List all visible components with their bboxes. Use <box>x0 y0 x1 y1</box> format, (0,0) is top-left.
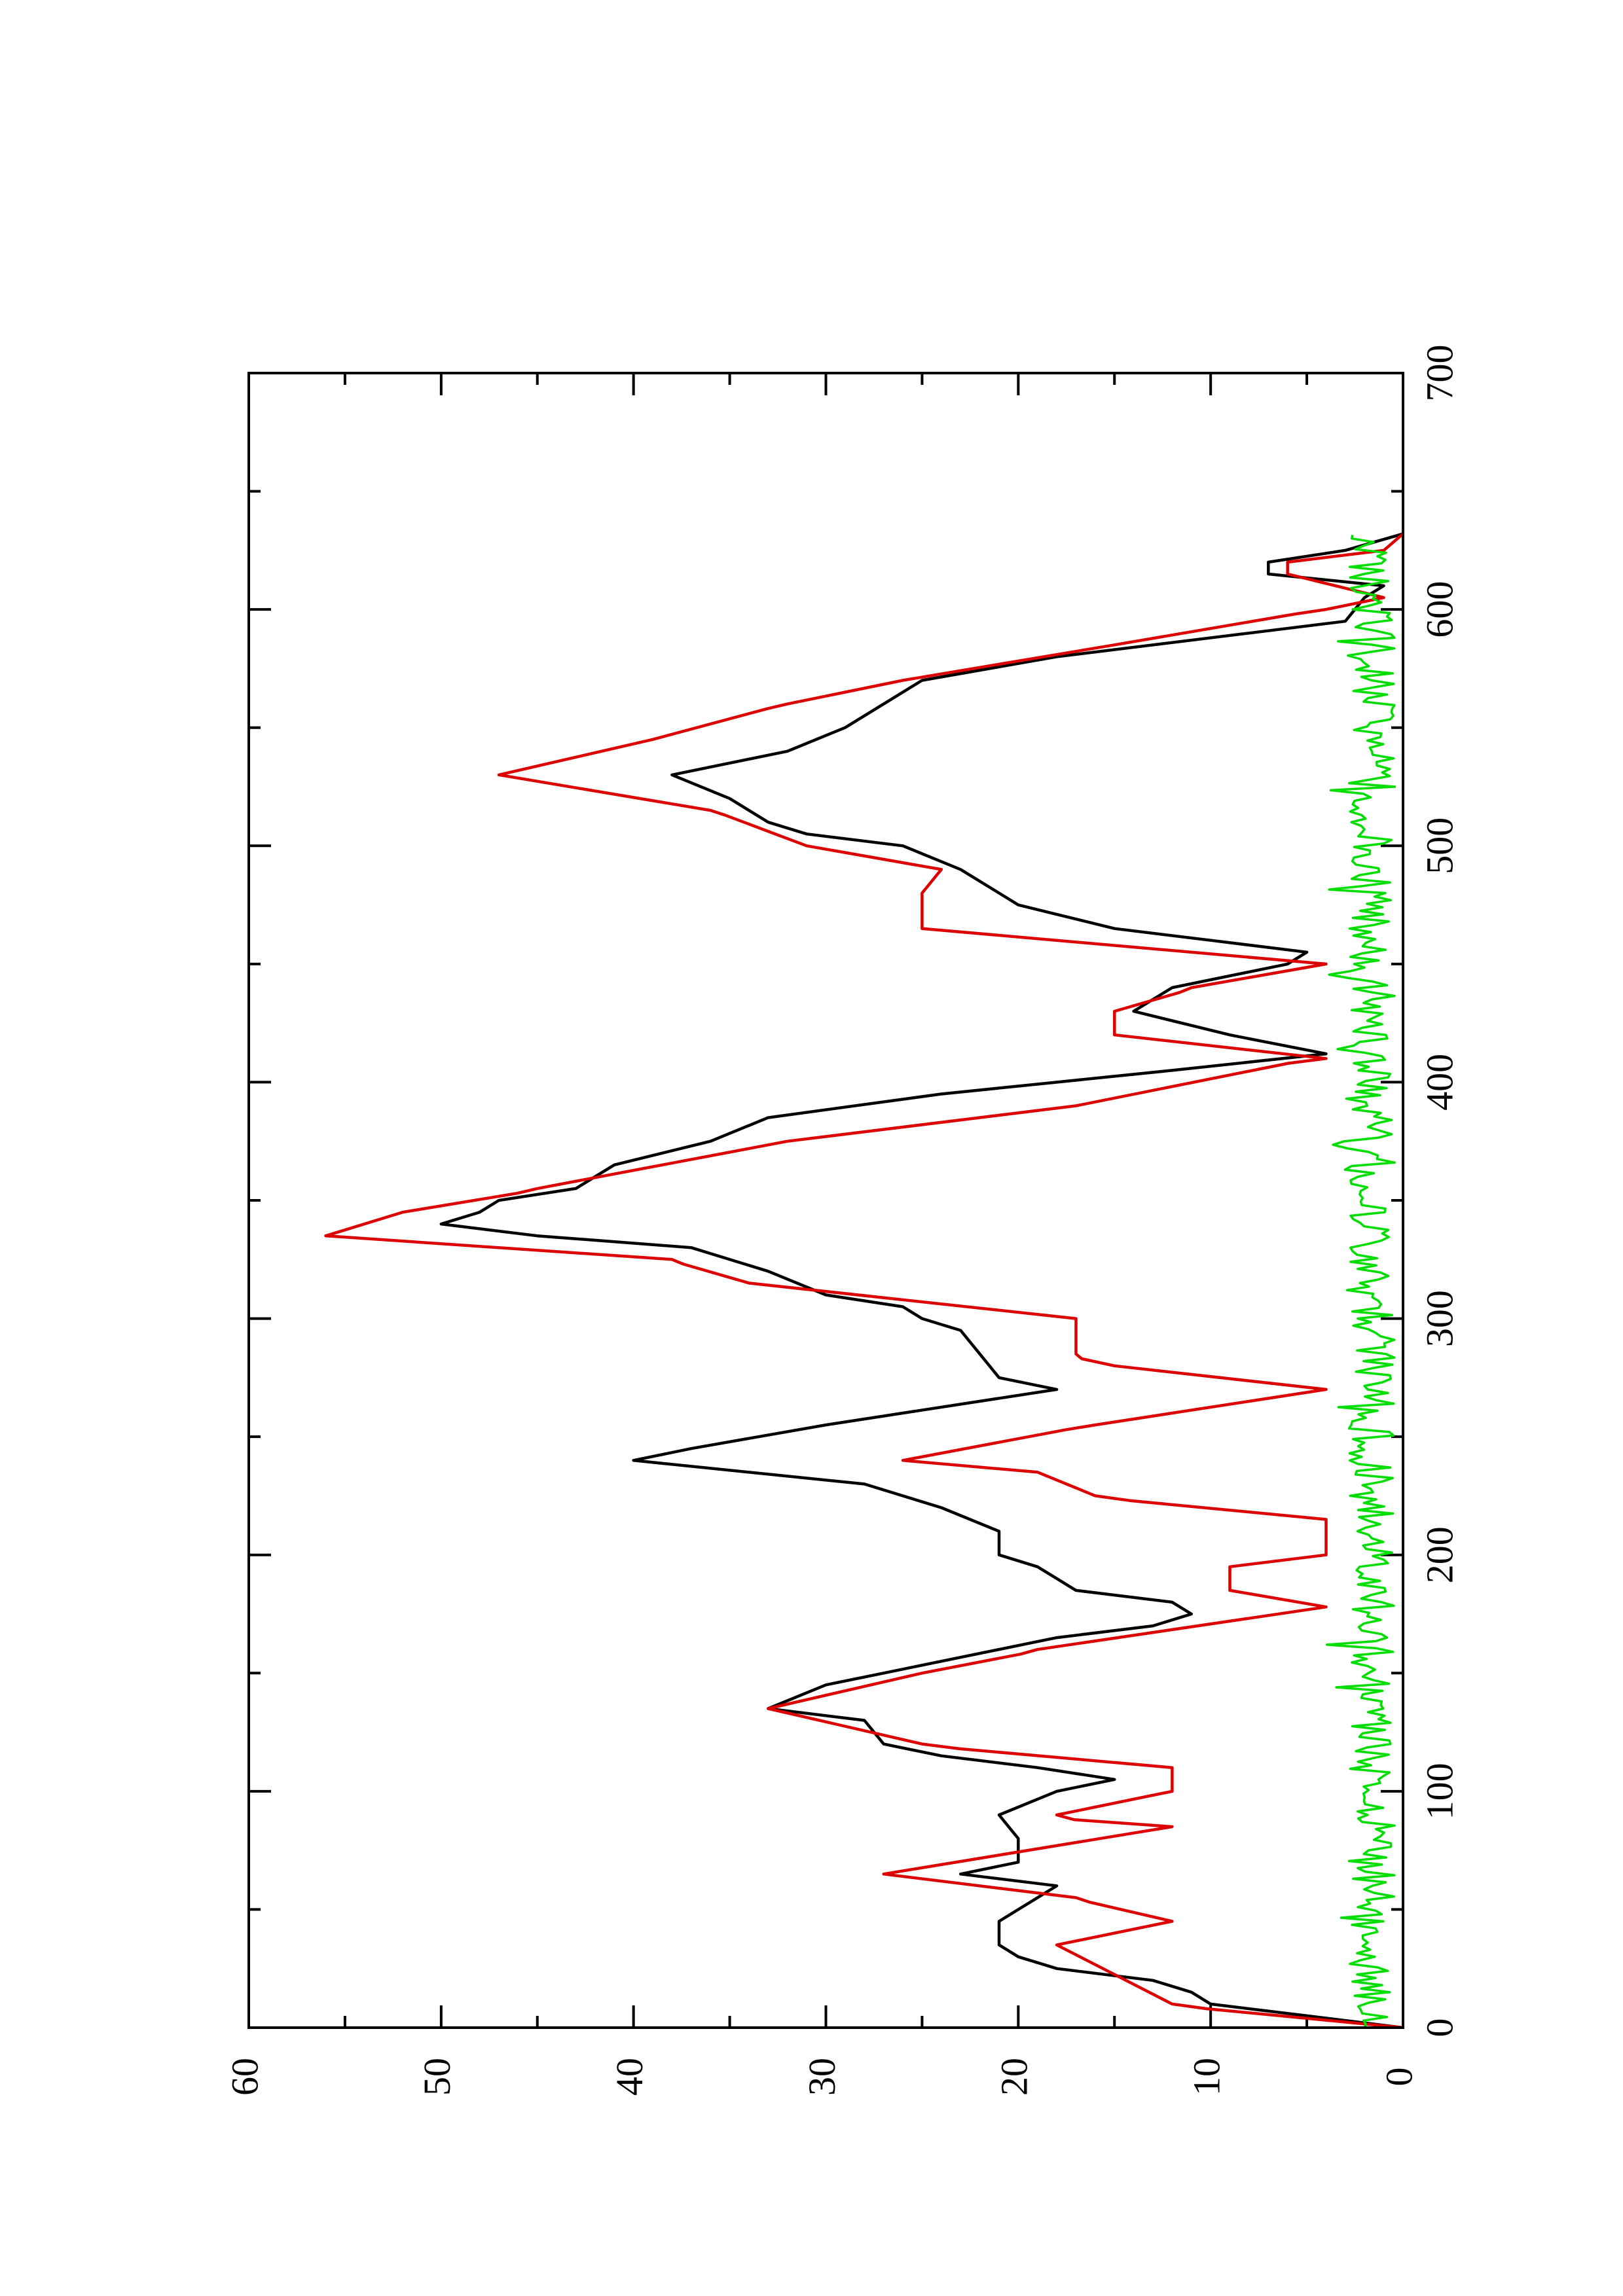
plot-frame <box>247 372 1404 2029</box>
y-tick-label: 10 <box>1185 2058 1228 2096</box>
x-tick-label: 300 <box>1418 1290 1461 1347</box>
x-tick-label: 500 <box>1418 817 1461 874</box>
series-lines <box>324 532 1403 2028</box>
y-tick-label: 60 <box>223 2058 266 2096</box>
x-tick-label: 100 <box>1418 1763 1461 1820</box>
plot-area: 0 100 200 300 400 500 600 700 0 10 20 30 40 50 60 <box>223 345 1461 2096</box>
y-tick-label: 50 <box>416 2058 458 2096</box>
x-tick-label: 400 <box>1418 1054 1461 1111</box>
series-line-3 <box>1325 535 1396 2028</box>
y-tick-label: 40 <box>608 2058 651 2096</box>
tick-labels: 0 100 200 300 400 500 600 700 0 10 20 30 40 50 60 <box>223 345 1461 2096</box>
x-tick-label: 700 <box>1418 345 1461 402</box>
series-line-1 <box>439 532 1403 2028</box>
x-tick-label: 600 <box>1418 581 1461 638</box>
x-tick-label: 0 <box>1418 2018 1461 2037</box>
x-tick-label: 200 <box>1418 1526 1461 1583</box>
y-tick-label: 20 <box>993 2058 1036 2096</box>
axis-ticks <box>247 372 1404 2029</box>
series-line-2 <box>324 532 1403 2028</box>
y-tick-label: 30 <box>801 2058 843 2096</box>
y-tick-label: 0 <box>1377 2068 1420 2087</box>
